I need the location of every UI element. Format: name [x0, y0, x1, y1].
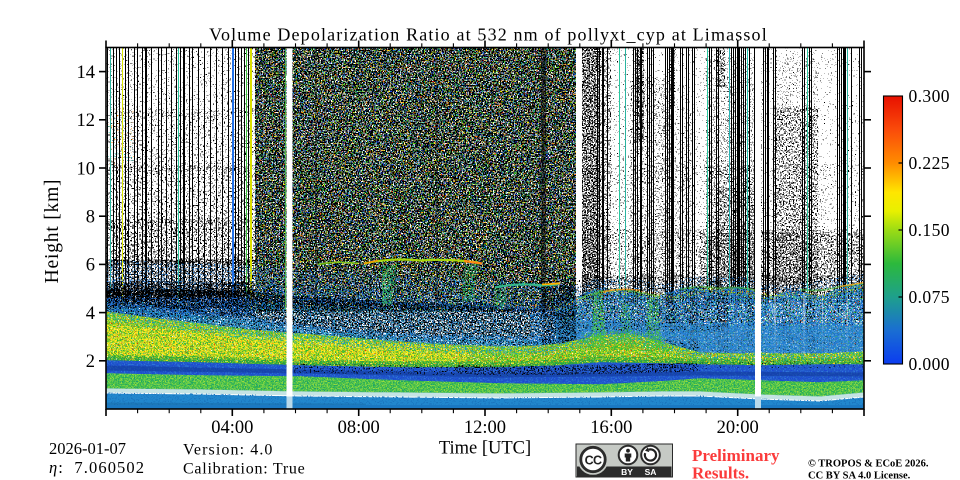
svg-text:8: 8 [86, 208, 95, 228]
svg-text:2: 2 [86, 352, 95, 372]
svg-text:Preliminary: Preliminary [692, 446, 780, 465]
svg-text:© TROPOS & ECoE 2026.: © TROPOS & ECoE 2026. [808, 459, 929, 470]
svg-text:10: 10 [77, 159, 96, 179]
svg-text:CC BY SA 4.0 License.: CC BY SA 4.0 License. [808, 471, 911, 480]
svg-text:2026-01-07: 2026-01-07 [49, 439, 126, 458]
svg-text:20:00: 20:00 [717, 418, 759, 438]
svg-text:6: 6 [86, 256, 95, 276]
svg-text:16:00: 16:00 [590, 418, 632, 438]
svg-text:Height [km]: Height [km] [42, 179, 63, 284]
svg-text:0.000: 0.000 [909, 354, 950, 374]
svg-text:Volume Depolarization Ratio at: Volume Depolarization Ratio at 532 nm of… [209, 25, 768, 45]
svg-text:08:00: 08:00 [338, 418, 380, 438]
svg-text:0.300: 0.300 [909, 86, 950, 106]
svg-text:Results.: Results. [692, 464, 749, 480]
svg-text:14: 14 [77, 63, 96, 83]
svg-text:Calibration: True: Calibration: True [183, 461, 306, 478]
svg-text:12: 12 [77, 111, 96, 131]
svg-text:12:00: 12:00 [464, 418, 506, 438]
svg-text:Version: 4.0: Version: 4.0 [183, 442, 274, 459]
svg-text:0.150: 0.150 [909, 220, 950, 240]
svg-text:Time [UTC]: Time [UTC] [439, 439, 531, 459]
svg-text:0.075: 0.075 [909, 287, 950, 307]
svg-text:04:00: 04:00 [211, 418, 253, 438]
svg-text:CC: CC [585, 453, 602, 467]
svg-text:0.225: 0.225 [909, 153, 950, 173]
svg-text:η: 7.060502: η: 7.060502 [49, 458, 145, 477]
svg-text:BY: BY [621, 467, 633, 477]
svg-text:4: 4 [86, 304, 95, 324]
svg-text:SA: SA [645, 467, 657, 477]
